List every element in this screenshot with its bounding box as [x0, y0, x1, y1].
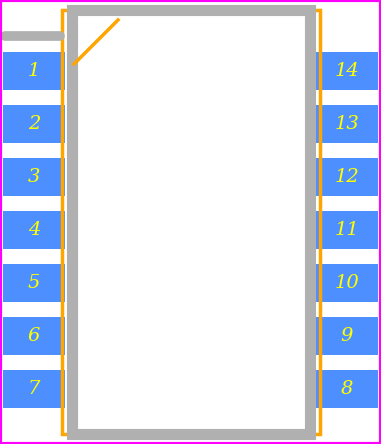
Text: 12: 12 [335, 168, 359, 186]
Bar [316, 211, 378, 249]
Text: 5: 5 [28, 274, 40, 292]
Text: 9: 9 [341, 327, 353, 345]
Bar [3, 264, 65, 302]
Bar [3, 370, 65, 408]
Text: 13: 13 [335, 115, 359, 133]
Text: 14: 14 [335, 62, 359, 80]
Text: 1: 1 [28, 62, 40, 80]
Text: 10: 10 [335, 274, 359, 292]
Bar [316, 370, 378, 408]
Text: 8: 8 [341, 380, 353, 398]
Bar [3, 158, 65, 196]
Bar [316, 52, 378, 90]
Text: 6: 6 [28, 327, 40, 345]
Text: 11: 11 [335, 221, 359, 239]
Text: 4: 4 [28, 221, 40, 239]
Bar [3, 105, 65, 143]
Bar [3, 317, 65, 355]
Text: 3: 3 [28, 168, 40, 186]
Bar [3, 211, 65, 249]
Text: 2: 2 [28, 115, 40, 133]
Bar [316, 158, 378, 196]
Bar [316, 105, 378, 143]
Bar [72, 10, 310, 434]
Bar [316, 264, 378, 302]
Bar [316, 317, 378, 355]
Bar [3, 52, 65, 90]
Bar [62, 10, 320, 434]
Text: 7: 7 [28, 380, 40, 398]
